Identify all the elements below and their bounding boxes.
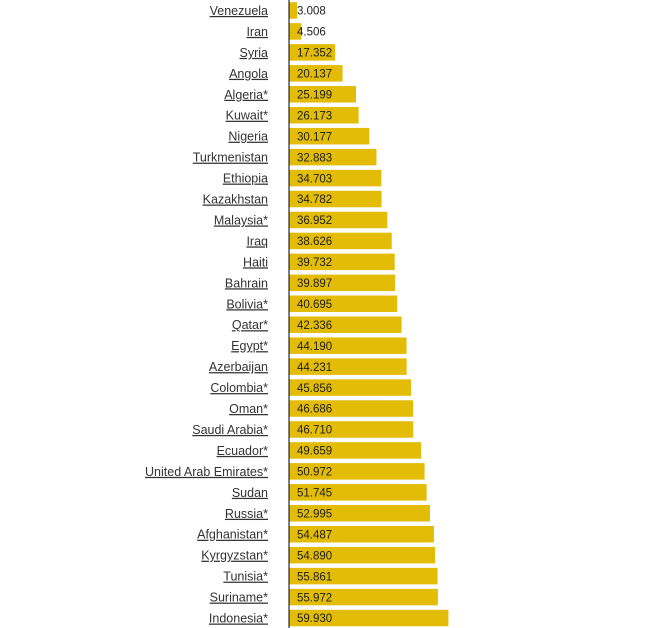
country-label-saudi-arabia[interactable]: Saudi Arabia* — [192, 423, 268, 437]
country-label-kazakhstan[interactable]: Kazakhstan — [203, 193, 268, 207]
country-label-kyrgyzstan[interactable]: Kyrgyzstan* — [201, 549, 268, 563]
value-label-kyrgyzstan: 54.890 — [297, 550, 332, 562]
bar-azerbaijan[interactable] — [289, 358, 407, 375]
bar-oman[interactable] — [289, 400, 414, 417]
country-label-russia[interactable]: Russia* — [225, 507, 268, 521]
bar-sudan[interactable] — [289, 484, 427, 501]
value-label-indonesia: 59.930 — [297, 613, 332, 625]
country-label-iraq[interactable]: Iraq — [246, 234, 268, 248]
value-label-suriname: 55.972 — [297, 592, 332, 604]
value-label-nigeria: 30.177 — [297, 131, 332, 143]
bar-syria[interactable] — [289, 44, 336, 61]
value-label-ecuador: 49.659 — [297, 446, 332, 458]
country-label-iran[interactable]: Iran — [246, 25, 268, 39]
bar-angola[interactable] — [289, 65, 343, 82]
country-label-tunisia[interactable]: Tunisia* — [223, 570, 268, 584]
bar-bahrain[interactable] — [289, 274, 396, 292]
country-label-haiti[interactable]: Haiti — [243, 255, 268, 269]
country-label-indonesia[interactable]: Indonesia* — [209, 612, 268, 626]
value-label-ethiopia: 34.703 — [297, 173, 332, 185]
bar-egypt[interactable] — [289, 337, 407, 354]
bar-ecuador[interactable] — [289, 442, 422, 459]
value-label-qatar: 42.336 — [297, 320, 332, 332]
country-label-ethiopia[interactable]: Ethiopia — [223, 172, 268, 186]
value-label-azerbaijan: 44.231 — [297, 362, 332, 374]
value-label-venezuela: 3.008 — [297, 6, 326, 18]
bar-afghanistan[interactable] — [289, 525, 434, 543]
country-label-nigeria[interactable]: Nigeria — [228, 130, 268, 144]
value-label-colombia: 45.856 — [297, 383, 332, 395]
value-label-russia: 52.995 — [297, 508, 332, 520]
country-label-united-arab-emirates[interactable]: United Arab Emirates* — [145, 465, 268, 479]
value-label-oman: 46.686 — [297, 404, 332, 416]
value-labels: 3.008 4.506 17.352 20.137 25.199 26.173 30.177… — [297, 6, 332, 626]
value-label-tunisia: 55.861 — [297, 571, 332, 583]
country-label-afghanistan[interactable]: Afghanistan* — [197, 528, 268, 542]
country-label-qatar[interactable]: Qatar* — [232, 318, 268, 332]
country-label-algeria[interactable]: Algeria* — [224, 88, 268, 102]
country-label-angola[interactable]: Angola — [229, 67, 268, 81]
value-label-algeria: 25.199 — [297, 89, 332, 101]
value-label-angola: 20.137 — [297, 69, 332, 81]
value-label-haiti: 39.732 — [297, 257, 332, 269]
country-label-turkmenistan[interactable]: Turkmenistan — [193, 151, 268, 165]
value-label-egypt: 44.190 — [297, 341, 332, 353]
bar-russia[interactable] — [289, 505, 430, 522]
bar-malaysia[interactable] — [289, 211, 388, 229]
bar-colombia[interactable] — [289, 379, 411, 396]
bar-kuwait[interactable] — [289, 106, 359, 124]
country-label-egypt[interactable]: Egypt* — [231, 339, 268, 353]
bar-ethiopia[interactable] — [289, 169, 382, 187]
country-label-ecuador[interactable]: Ecuador* — [217, 444, 269, 458]
bar-algeria[interactable] — [289, 86, 357, 103]
country-label-suriname[interactable]: Suriname* — [210, 591, 268, 605]
value-label-iraq: 38.626 — [297, 236, 332, 248]
bar-nigeria[interactable] — [289, 127, 370, 145]
country-label-venezuela[interactable]: Venezuela — [210, 4, 268, 18]
country-labels: Venezuela Iran Syria Angola Algeria* Kuwait* N… — [145, 4, 268, 626]
bar-kyrgyzstan[interactable] — [289, 546, 436, 564]
value-label-bahrain: 39.897 — [297, 278, 332, 290]
value-label-turkmenistan: 32.883 — [297, 152, 332, 164]
bar-iraq[interactable] — [289, 232, 392, 250]
value-label-syria: 17.352 — [297, 48, 332, 60]
value-label-afghanistan: 54.487 — [297, 529, 332, 541]
value-label-sudan: 51.745 — [297, 488, 332, 500]
country-label-bolivia[interactable]: Bolivia* — [226, 297, 268, 311]
bar-venezuela[interactable] — [289, 2, 298, 19]
bar-turkmenistan[interactable] — [289, 148, 377, 166]
bar-qatar[interactable] — [289, 316, 402, 333]
bar-iran[interactable] — [289, 23, 301, 40]
bar-indonesia[interactable] — [289, 609, 449, 627]
country-label-kuwait[interactable]: Kuwait* — [226, 109, 269, 123]
bars — [289, 2, 449, 627]
value-label-kuwait: 26.173 — [297, 110, 332, 122]
bar-bolivia[interactable] — [289, 295, 398, 313]
value-label-united-arab-emirates: 50.972 — [297, 467, 332, 479]
value-label-bolivia: 40.695 — [297, 299, 332, 311]
bar-haiti[interactable] — [289, 253, 395, 271]
value-label-kazakhstan: 34.782 — [297, 194, 332, 206]
bar-suriname[interactable] — [289, 588, 438, 606]
country-label-colombia[interactable]: Colombia* — [210, 381, 268, 395]
bar-tunisia[interactable] — [289, 567, 438, 585]
bar-kazakhstan[interactable] — [289, 190, 382, 208]
value-label-saudi-arabia: 46.710 — [297, 425, 332, 437]
bar-saudi-arabia[interactable] — [289, 421, 414, 438]
country-label-sudan[interactable]: Sudan — [232, 486, 268, 500]
country-label-bahrain[interactable]: Bahrain — [225, 276, 268, 290]
country-label-azerbaijan[interactable]: Azerbaijan — [209, 360, 268, 374]
value-label-malaysia: 36.952 — [297, 215, 332, 227]
country-label-oman[interactable]: Oman* — [229, 402, 268, 416]
country-label-malaysia[interactable]: Malaysia* — [214, 213, 268, 227]
bar-united-arab-emirates[interactable] — [289, 463, 425, 480]
value-label-iran: 4.506 — [297, 27, 326, 39]
country-label-syria[interactable]: Syria — [240, 46, 269, 60]
